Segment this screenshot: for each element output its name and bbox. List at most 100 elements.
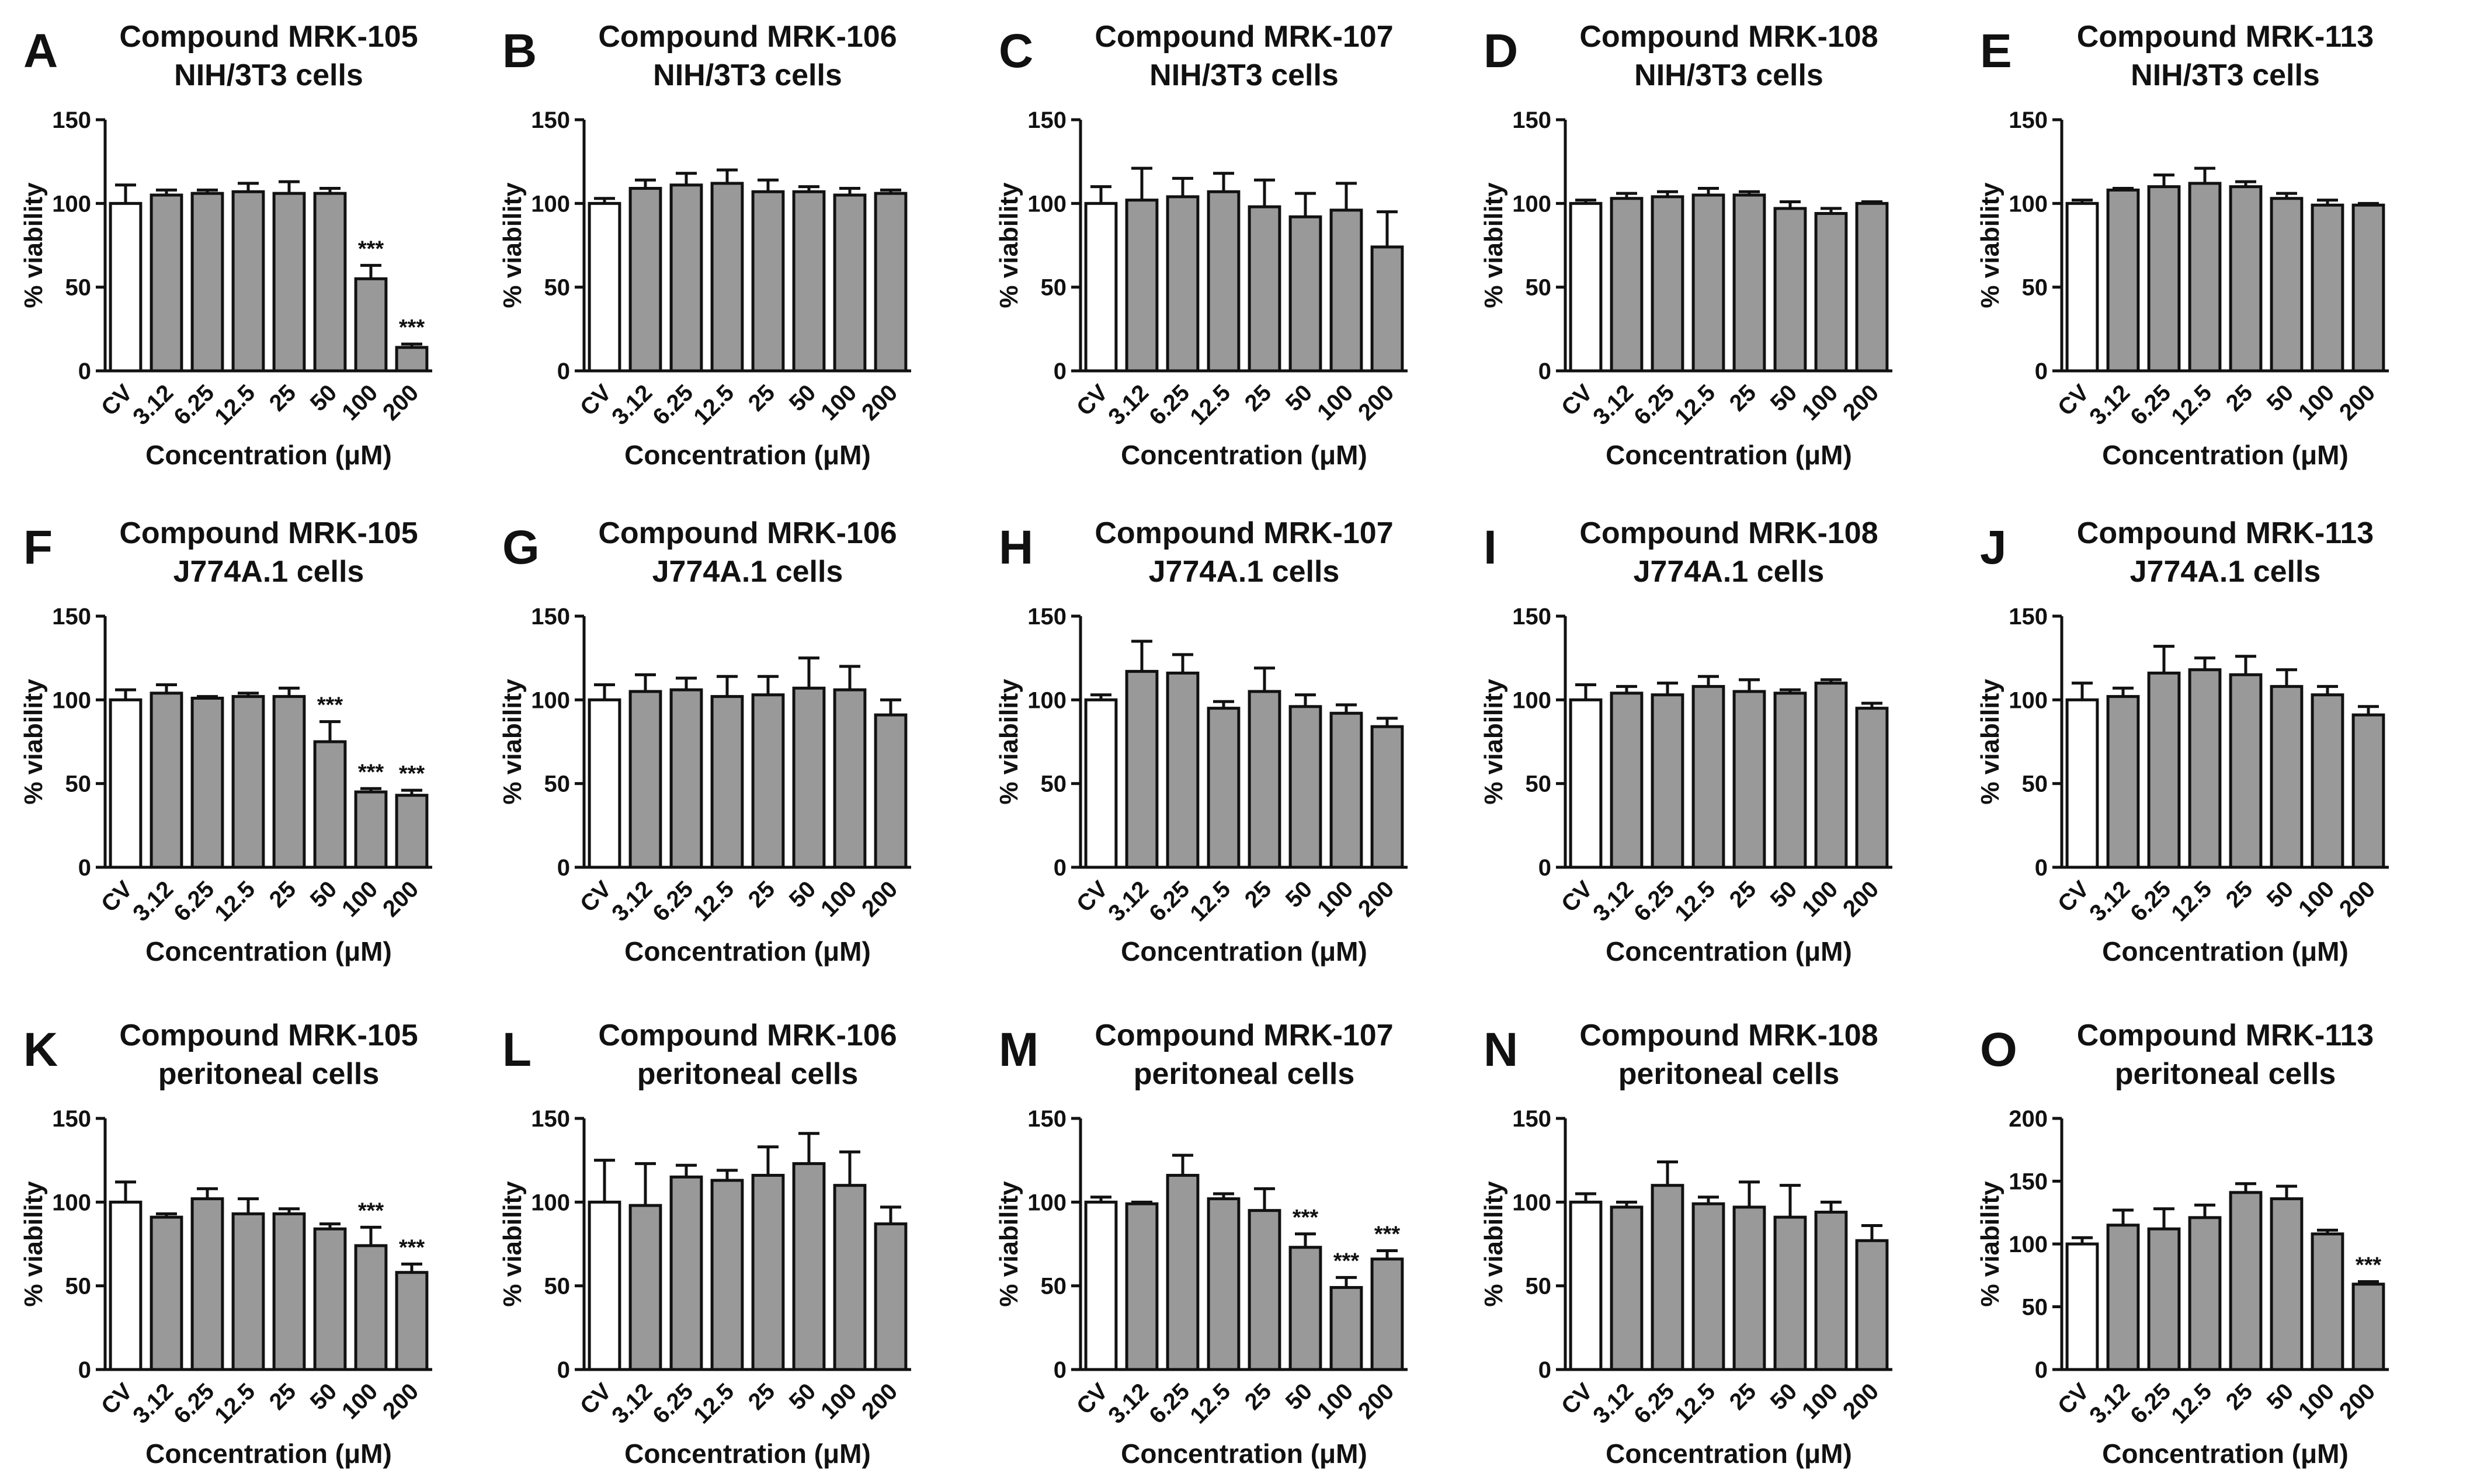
x-tick-label: 12.5 [2166, 876, 2217, 926]
x-tick-label: 50 [1281, 380, 1318, 416]
y-tick-label: 0 [1054, 1357, 1066, 1383]
x-tick-label: 6.25 [2125, 876, 2176, 926]
bar [1651, 693, 1684, 869]
bar [1814, 682, 1848, 869]
x-tick-label: 100 [816, 380, 861, 425]
bar [751, 693, 785, 869]
y-tick-label: 150 [52, 1106, 91, 1132]
x-tick-label: 25 [744, 1378, 780, 1415]
bar [833, 1184, 867, 1371]
bar [792, 1162, 826, 1371]
y-tick-label: 50 [2022, 771, 2048, 797]
x-tick-label: 50 [1281, 1378, 1318, 1415]
y-axis-label: % viability [19, 679, 48, 805]
x-tick-label: 12.5 [689, 380, 739, 430]
bar [710, 182, 744, 373]
x-axis-label: Concentration (μM) [624, 440, 871, 470]
x-axis-label: Concentration (μM) [1121, 440, 1367, 470]
bar [1166, 671, 1200, 869]
y-axis-label: % viability [498, 679, 527, 805]
x-tick-label: 6.25 [1629, 876, 1679, 926]
x-axis-label: Concentration (μM) [1606, 440, 1852, 470]
bar [1691, 1202, 1725, 1371]
bar-control [1569, 201, 1603, 373]
x-tick-label: 25 [2221, 380, 2258, 416]
chart-subtitle: peritoneal cells [2115, 1057, 2336, 1091]
bar [2229, 1191, 2263, 1371]
y-tick-label: 150 [52, 107, 91, 133]
bar [1370, 245, 1404, 373]
x-tick-label: 50 [1281, 876, 1318, 913]
chart-panel-b: B Compound MRK-106 NIH/3T3 cells % viabilit… [498, 20, 911, 470]
bar [1773, 1215, 1807, 1371]
y-axis-label: % viability [1976, 679, 2005, 805]
x-axis-label: Concentration (μM) [2102, 936, 2349, 967]
x-tick-label: 25 [1240, 876, 1277, 913]
bar-control [1084, 698, 1118, 869]
bar [1207, 190, 1241, 373]
bar [2351, 203, 2385, 373]
bar [2106, 695, 2140, 869]
y-tick-label: 150 [1512, 1106, 1551, 1132]
x-axis-label: Concentration (μM) [2102, 1438, 2349, 1469]
bar [1288, 1246, 1322, 1371]
y-tick-label: 0 [1538, 359, 1551, 384]
bar [2270, 1197, 2304, 1371]
x-axis-label: Concentration (μM) [145, 440, 392, 470]
x-tick-label: 200 [857, 876, 902, 922]
chart-title: Compound MRK-107 [1095, 516, 1393, 550]
significance-label: *** [358, 1198, 384, 1223]
bar [874, 192, 908, 373]
y-tick-label: 0 [1054, 855, 1066, 881]
bar [1773, 691, 1807, 869]
y-tick-label: 100 [2009, 687, 2048, 713]
y-tick-label: 0 [557, 359, 570, 384]
x-axis-label: Concentration (μM) [1606, 936, 1852, 967]
chart-subtitle: NIH/3T3 cells [1149, 58, 1339, 92]
chart-subtitle: peritoneal cells [1618, 1057, 1840, 1091]
bar [231, 1212, 265, 1371]
bar [190, 1197, 224, 1371]
x-tick-label: 200 [857, 380, 902, 425]
x-tick-label: 3.12 [128, 876, 178, 926]
x-tick-label: 12.5 [1185, 380, 1235, 430]
chart-subtitle: J774A.1 cells [652, 555, 843, 589]
bar-control [2065, 201, 2099, 373]
bar-control [109, 1200, 143, 1371]
x-tick-label: 12.5 [2166, 1378, 2217, 1429]
y-tick-label: 0 [2035, 1357, 2048, 1383]
x-tick-label: 3.12 [607, 1378, 657, 1429]
x-tick-label: 100 [337, 380, 383, 425]
x-axis-label: Concentration (μM) [2102, 440, 2349, 470]
bar [1370, 1257, 1404, 1371]
x-tick-label: 100 [2294, 876, 2339, 922]
chart-subtitle: peritoneal cells [637, 1057, 859, 1091]
x-tick-label: 12.5 [210, 380, 260, 430]
bar [1207, 707, 1241, 869]
chart-title: Compound MRK-105 [119, 1019, 418, 1052]
x-tick-label: 12.5 [1185, 1378, 1235, 1429]
x-tick-label: 200 [2334, 876, 2380, 922]
y-axis-label: % viability [995, 182, 1023, 308]
x-tick-label: 12.5 [1670, 876, 1720, 926]
x-axis-label: Concentration (μM) [624, 1438, 871, 1469]
x-tick-label: 25 [1725, 1378, 1762, 1415]
y-tick-label: 50 [2022, 275, 2048, 301]
chart-title: Compound MRK-106 [598, 1019, 897, 1052]
panel-letter: C [999, 25, 1033, 78]
x-tick-label: 6.25 [648, 1378, 698, 1429]
bar [1329, 1286, 1363, 1371]
x-tick-label: 100 [2294, 380, 2339, 425]
x-tick-label: 50 [305, 876, 342, 913]
bar [751, 190, 785, 373]
bar [1610, 1205, 1644, 1371]
panel-letter: I [1484, 521, 1497, 574]
bar [792, 190, 826, 373]
x-tick-label: 50 [1766, 876, 1802, 913]
y-tick-label: 0 [1538, 1357, 1551, 1383]
y-tick-label: 100 [1512, 1190, 1551, 1215]
x-tick-label: 100 [337, 876, 383, 922]
x-tick-label: 25 [744, 876, 780, 913]
x-tick-label: 6.25 [2125, 380, 2176, 430]
bar [395, 1271, 429, 1371]
